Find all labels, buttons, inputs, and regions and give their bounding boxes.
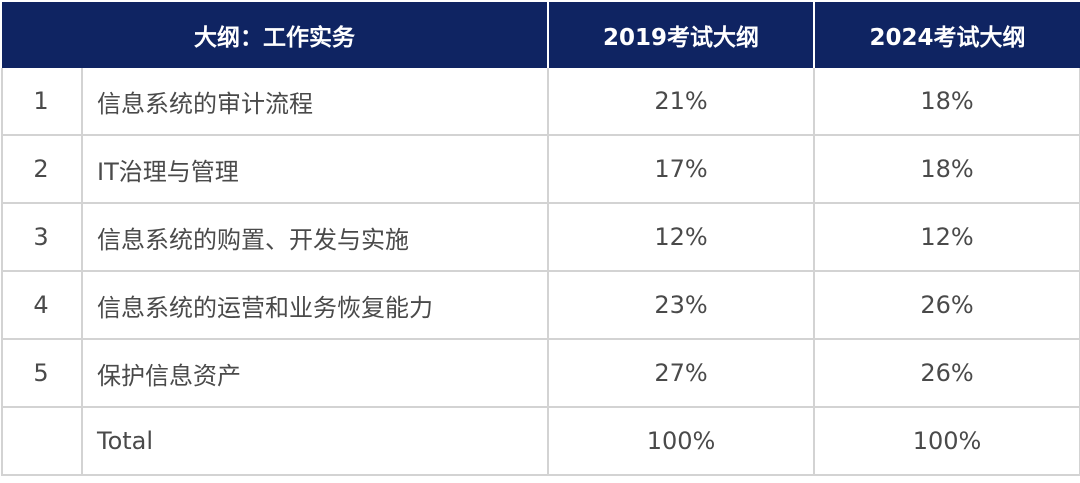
row-2024-value: 12%	[813, 202, 1080, 272]
table-row: 1 信息系统的审计流程 21% 18%	[1, 68, 1080, 136]
row-item: 信息系统的运营和业务恢复能力	[81, 270, 549, 340]
row-2019-value: 27%	[547, 338, 815, 408]
table-row: 4 信息系统的运营和业务恢复能力 23% 26%	[1, 270, 1080, 340]
row-number: 4	[1, 270, 83, 340]
table-row: 3 信息系统的购置、开发与实施 12% 12%	[1, 202, 1080, 272]
header-2019: 2019考试大纲	[548, 2, 815, 68]
row-2024-value: 26%	[813, 338, 1080, 408]
row-2019-value: 12%	[547, 202, 815, 272]
row-2019-value: 23%	[547, 270, 815, 340]
header-item: 大纲：工作实务	[2, 2, 549, 68]
row-number: 3	[1, 202, 83, 272]
table-row: 5 保护信息资产 27% 26%	[1, 338, 1080, 408]
total-number-cell	[1, 406, 83, 476]
row-item: 信息系统的购置、开发与实施	[81, 202, 549, 272]
total-label: Total	[81, 406, 549, 476]
row-2019-value: 17%	[547, 134, 815, 204]
row-item: 信息系统的审计流程	[81, 68, 549, 136]
total-row: Total 100% 100%	[1, 406, 1080, 476]
row-number: 2	[1, 134, 83, 204]
total-2019-value: 100%	[547, 406, 815, 476]
row-item: 保护信息资产	[81, 338, 549, 408]
row-2024-value: 18%	[813, 134, 1080, 204]
row-number: 5	[1, 338, 83, 408]
table-row: 2 IT治理与管理 17% 18%	[1, 134, 1080, 204]
row-2019-value: 21%	[547, 68, 815, 136]
row-2024-value: 26%	[813, 270, 1080, 340]
table-header-row: 大纲：工作实务 2019考试大纲 2024考试大纲	[2, 2, 1080, 68]
row-number: 1	[1, 68, 83, 136]
header-2024: 2024考试大纲	[814, 2, 1080, 68]
row-2024-value: 18%	[813, 68, 1080, 136]
total-2024-value: 100%	[813, 406, 1080, 476]
row-item: IT治理与管理	[81, 134, 549, 204]
